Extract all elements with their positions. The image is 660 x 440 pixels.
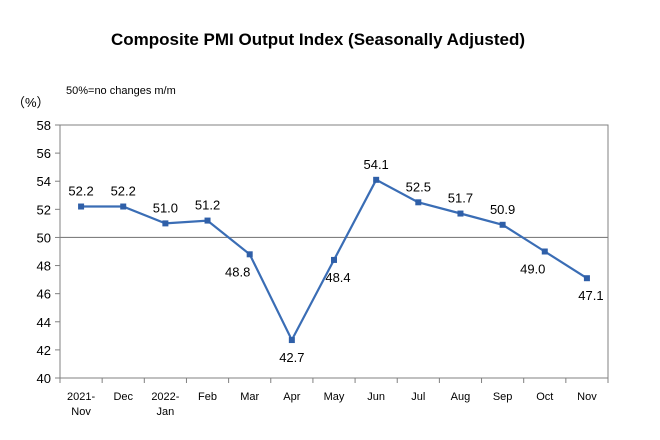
data-point-marker [331, 256, 337, 263]
data-point-marker [541, 248, 548, 255]
data-label: 51.2 [195, 198, 220, 213]
data-label: 51.7 [448, 191, 473, 206]
x-tick-label: Aug [451, 391, 471, 403]
x-tick-label: Apr [283, 391, 300, 403]
x-tick-label: 2021-Nov [67, 391, 95, 418]
series-markers [78, 176, 590, 344]
y-tick-label: 44 [37, 315, 51, 330]
data-point-marker [499, 221, 506, 228]
y-tick-label: 48 [37, 259, 51, 274]
data-point-marker [162, 220, 169, 227]
x-tick-label: Sep [493, 391, 513, 403]
x-tick-label: Dec [113, 391, 133, 403]
data-label: 52.2 [68, 184, 93, 199]
data-label: 48.8 [225, 264, 250, 279]
y-tick-label: 58 [37, 118, 51, 133]
data-point-marker [373, 176, 380, 183]
y-tick-label: 56 [37, 146, 51, 161]
y-tick-label: 40 [37, 371, 51, 386]
y-tick-label: 52 [37, 202, 51, 217]
data-point-marker [415, 199, 422, 206]
data-label: 51.0 [153, 200, 178, 215]
y-tick-label: 54 [37, 174, 51, 189]
x-tick-label: Feb [198, 391, 217, 403]
x-tick-label: Jun [367, 391, 385, 403]
data-point-marker [204, 217, 211, 224]
y-unit-label: （%） [12, 95, 50, 110]
x-tick-label: Oct [536, 391, 553, 403]
data-label: 49.0 [520, 262, 545, 277]
y-tick-label: 46 [37, 287, 51, 302]
data-point-marker [583, 275, 590, 282]
chart-title: Composite PMI Output Index (Seasonally A… [111, 30, 525, 49]
plot-area: 40 42 44 46 48 50 52 54 56 58 2021-Nov Dec 2022-Jan… [37, 118, 609, 418]
data-labels: 52.2 52.2 51.0 51.2 48.8 42.7 48.4 54.1 52.5 51.7… [68, 157, 603, 365]
chart-note: 50%=no changes m/m [66, 85, 176, 97]
x-tick-label: Mar [240, 391, 259, 403]
data-point-marker [457, 210, 464, 217]
data-point-marker [120, 203, 127, 210]
data-label: 54.1 [363, 157, 388, 172]
plot-frame [59, 124, 609, 379]
data-label: 42.7 [279, 350, 304, 365]
data-label: 48.4 [325, 270, 350, 285]
data-point-marker [288, 337, 295, 344]
data-label: 47.1 [578, 288, 603, 303]
x-tick-label: Jul [411, 391, 425, 403]
y-tick-label: 50 [37, 230, 51, 245]
x-tick-label: Nov [577, 391, 597, 403]
x-axis-ticks: 2021-Nov Dec 2022-Jan Feb Mar Apr May Jun Jul Aug… [59, 378, 609, 418]
y-tick-label: 42 [37, 343, 51, 358]
data-point-marker [78, 203, 85, 210]
y-axis-ticks: 40 42 44 46 48 50 52 54 56 58 [37, 118, 60, 386]
x-tick-label: May [324, 391, 345, 403]
data-point-marker [246, 251, 253, 258]
data-label: 52.2 [111, 184, 136, 199]
data-label: 52.5 [406, 179, 431, 194]
x-tick-label: 2022-Jan [151, 391, 179, 418]
data-label: 50.9 [490, 202, 515, 217]
